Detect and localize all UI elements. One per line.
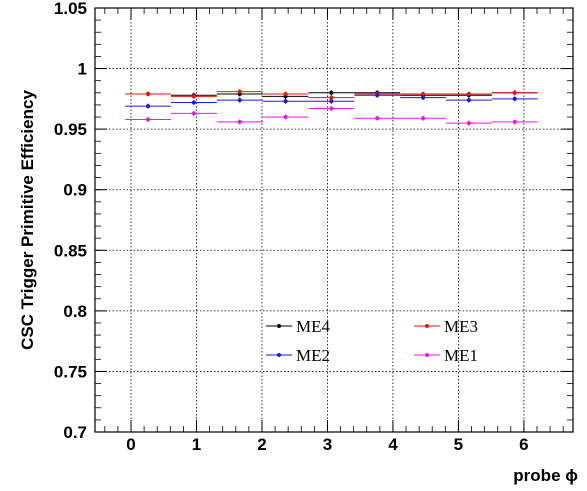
x-tick-label: 5	[454, 435, 463, 454]
data-point	[466, 121, 471, 126]
legend-label: ME1	[444, 346, 478, 365]
legend-item-me2: ME2	[266, 346, 330, 365]
data-point	[191, 100, 196, 105]
data-point	[283, 92, 288, 97]
y-tick-label: 0.95	[54, 120, 87, 139]
data-point	[329, 95, 334, 100]
legend-label: ME2	[296, 346, 330, 365]
legend-label: ME4	[296, 317, 331, 336]
data-point	[421, 116, 426, 121]
y-tick-label: 0.7	[63, 423, 87, 442]
y-tick-label: 1	[78, 60, 87, 79]
legend: ME4 ME3 ME2 ME1	[266, 317, 478, 365]
x-tick-label: 2	[257, 435, 266, 454]
x-tick-label: 1	[192, 435, 201, 454]
data-point	[512, 90, 517, 95]
series-me1	[125, 106, 538, 126]
data-point	[146, 104, 151, 109]
data-point	[191, 94, 196, 99]
data-point	[512, 96, 517, 101]
legend-swatch-marker	[425, 353, 429, 357]
data-point	[146, 92, 151, 97]
data-point	[329, 90, 334, 95]
x-tick-label: 4	[388, 435, 398, 454]
y-tick-label: 0.75	[54, 362, 87, 381]
plot-frame	[94, 7, 574, 433]
legend-swatch-marker	[425, 324, 429, 328]
data-point	[237, 119, 242, 124]
data-series	[125, 89, 538, 126]
grid-lines	[95, 8, 573, 432]
y-tick-label: 1.05	[54, 0, 87, 18]
legend-item-me1: ME1	[414, 346, 478, 365]
data-point	[237, 98, 242, 103]
data-point	[421, 92, 426, 97]
data-point	[283, 99, 288, 104]
data-point	[329, 99, 334, 104]
data-point	[466, 92, 471, 97]
data-point	[421, 95, 426, 100]
y-axis-label: CSC Trigger Primitive Efficiency	[18, 90, 37, 350]
data-point	[512, 119, 517, 124]
axes: 0.7 0.75 0.8 0.85 0.9 0.95 1 1.05 0 1 2 3 4 5 6	[54, 0, 573, 454]
x-axis-label: probe ϕ	[513, 466, 578, 485]
legend-item-me4: ME4	[266, 317, 331, 336]
series-me2	[125, 92, 538, 109]
data-point	[466, 98, 471, 103]
data-point	[283, 115, 288, 120]
legend-label: ME3	[444, 317, 478, 336]
legend-swatch-marker	[277, 353, 281, 357]
x-tick-label: 3	[323, 435, 332, 454]
data-point	[329, 106, 334, 111]
legend-swatch-marker	[277, 324, 281, 328]
data-point	[375, 116, 380, 121]
x-tick-label: 6	[519, 435, 528, 454]
legend-item-me3: ME3	[414, 317, 478, 336]
x-tick-label: 0	[126, 435, 135, 454]
y-tick-label: 0.9	[63, 181, 87, 200]
data-point	[146, 117, 151, 122]
data-point	[191, 111, 196, 116]
y-tick-label: 0.8	[63, 302, 87, 321]
data-point	[237, 89, 242, 94]
data-point	[375, 93, 380, 98]
y-tick-label: 0.85	[54, 241, 87, 260]
